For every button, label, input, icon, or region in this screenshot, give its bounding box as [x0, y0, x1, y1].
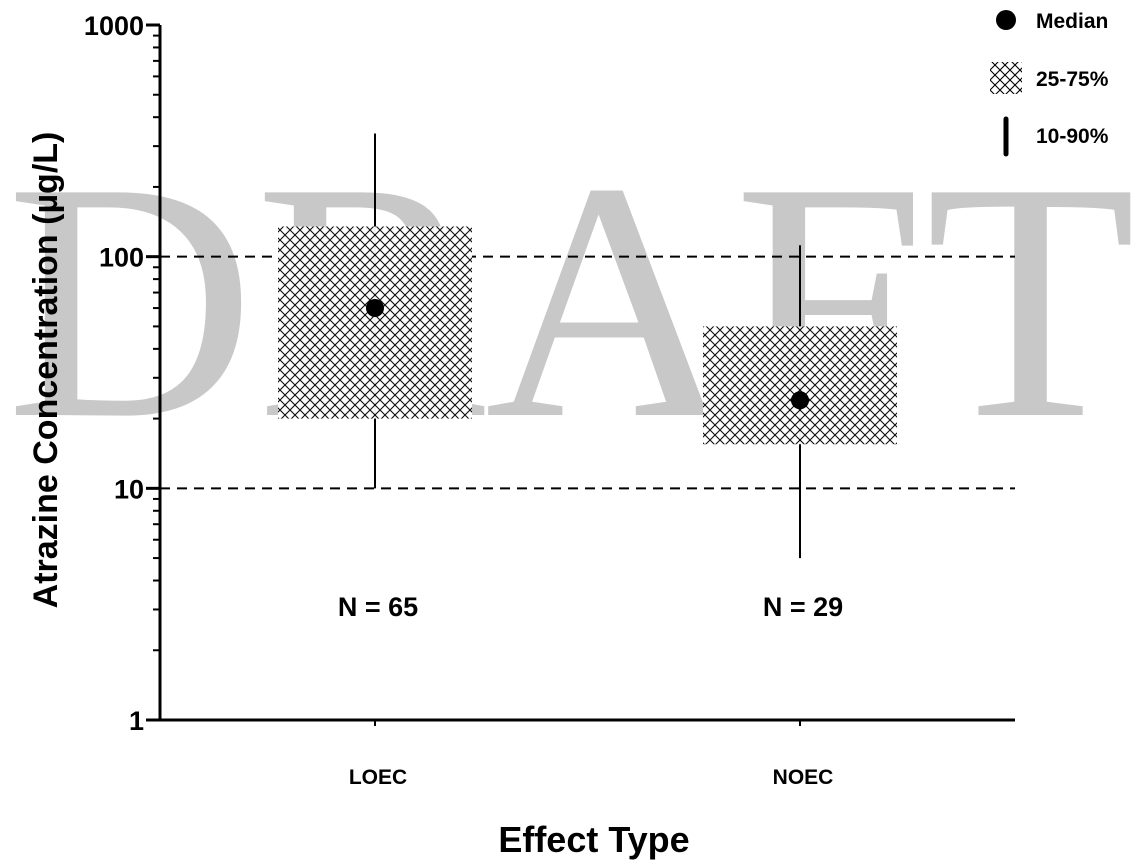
legend-label: Median	[1036, 10, 1108, 33]
loec-box	[278, 226, 472, 419]
x-axis-title: Effect Type	[498, 819, 689, 860]
noec-median-dot	[791, 391, 809, 410]
noec-n-label: N = 29	[763, 592, 843, 622]
loec-median-dot	[366, 299, 384, 318]
boxes-group	[278, 226, 897, 445]
y-tick-label: 10	[114, 474, 144, 504]
y-tick-label: 100	[99, 243, 144, 273]
noec-box	[703, 326, 897, 445]
x-tick-label: LOEC	[349, 766, 407, 789]
y-axis-title: Atrazine Concentration (µg/L)	[27, 132, 65, 609]
x-tick-label: NOEC	[773, 766, 834, 789]
n-labels-group: N = 65 N = 29	[338, 592, 843, 622]
legend-median-symbol	[996, 10, 1016, 30]
loec-n-label: N = 65	[338, 592, 418, 622]
legend-crosshatch-symbol	[990, 62, 1022, 94]
draft-watermark: DRAFT	[6, 112, 1136, 489]
legend: Median 25-75% 10-90%	[990, 10, 1109, 157]
axes-group: 1 10 100 1000 LOEC NOEC	[84, 11, 1015, 789]
legend-label: 10-90%	[1036, 125, 1109, 148]
y-tick-label: 1000	[84, 11, 144, 41]
y-tick-label: 1	[129, 706, 144, 736]
medians-group	[366, 299, 809, 410]
legend-label: 25-75%	[1036, 68, 1109, 91]
